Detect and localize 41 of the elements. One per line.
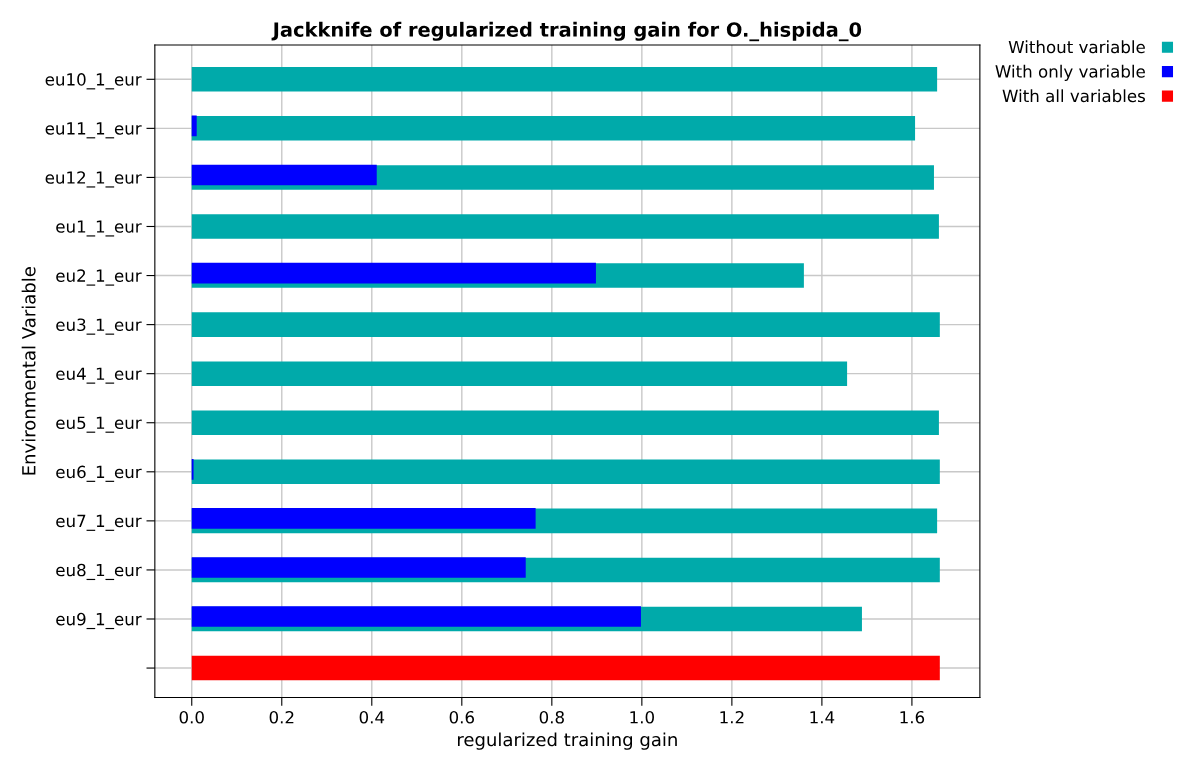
bar (191, 410, 939, 436)
y-tick-label: eu7_1_eur (56, 514, 142, 531)
x-tick-label: 0.4 (359, 710, 385, 724)
x-tick-label: 1.2 (720, 710, 744, 724)
bar (191, 459, 940, 485)
bar (191, 508, 536, 529)
legend-label: Without variable (1008, 40, 1145, 54)
y-tick-label: eu3_1_eur (56, 318, 142, 335)
bar (191, 557, 526, 578)
y-tick-label: eu10_1_eur (45, 73, 142, 90)
chart-title: Jackknife of regularized training gain for O._hispida_0 (271, 21, 862, 42)
y-tick-label: eu1_1_eur (56, 220, 142, 237)
bar (191, 116, 916, 141)
bar (191, 164, 377, 186)
legend-label: With all variables (1002, 89, 1145, 103)
bar (191, 67, 938, 92)
y-tick-label: eu12_1_eur (45, 171, 142, 188)
x-axis-title: regularized training gain (458, 732, 677, 750)
legend-label: With only variable (995, 64, 1145, 81)
y-tick-label: eu6_1_eur (56, 465, 142, 482)
x-tick-label: 0.8 (539, 710, 564, 724)
y-tick-label: eu2_1_eur (56, 269, 142, 286)
y-tick-label: eu9_1_eur (56, 612, 142, 630)
bar (191, 312, 940, 337)
y-axis-title: Environmental Variable (21, 267, 36, 475)
bar (191, 115, 197, 137)
x-tick-label: 1.6 (900, 710, 925, 724)
x-tick-label: 0.2 (269, 710, 294, 724)
x-tick-label: 1.4 (810, 711, 835, 724)
x-tick-label: 0.0 (179, 710, 204, 724)
bar (191, 361, 848, 386)
bar (191, 214, 939, 239)
y-tick-label: eu4_1_eur (56, 367, 142, 384)
y-tick-label: eu5_1_eur (56, 416, 142, 433)
bar (191, 262, 596, 284)
y-tick-label: eu11_1_eur (45, 122, 142, 139)
x-tick-label: 0.6 (449, 710, 475, 724)
y-tick-label: eu8_1_eur (56, 563, 142, 581)
x-tick-label: 1.0 (630, 710, 654, 724)
bar (191, 606, 641, 627)
bar (191, 655, 940, 681)
